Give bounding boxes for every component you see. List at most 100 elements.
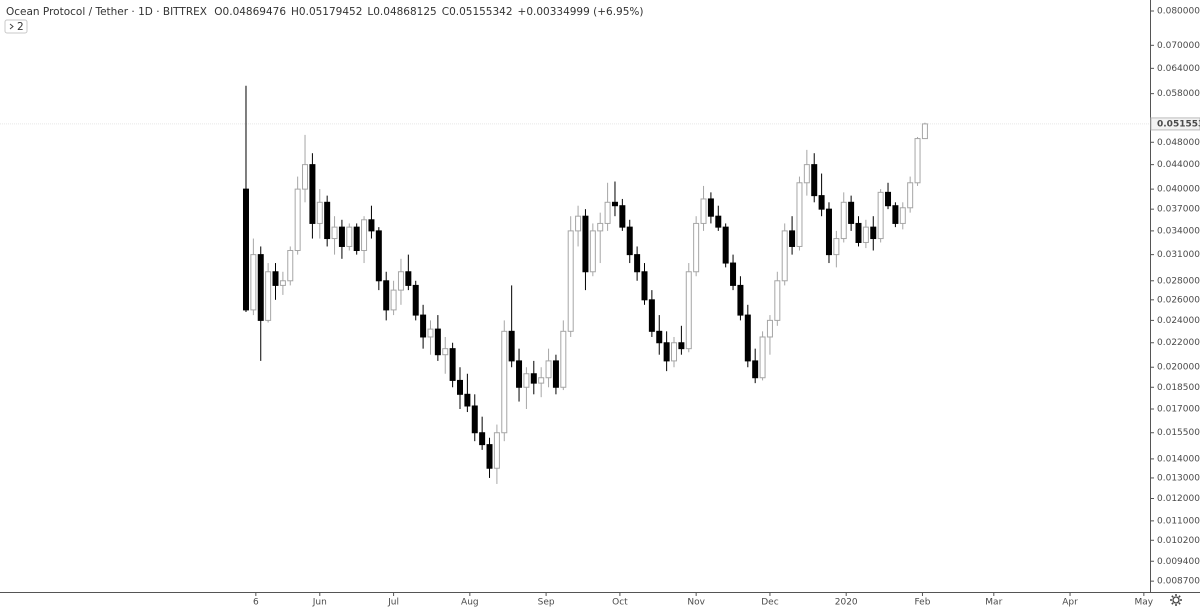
candle-body xyxy=(700,198,707,224)
settings-button[interactable] xyxy=(1170,594,1182,606)
y-tick-label: 0.02800000 xyxy=(1157,276,1200,286)
candle xyxy=(693,216,700,277)
candle-body xyxy=(870,226,877,240)
y-tick-label: 0.04800000 xyxy=(1157,138,1200,148)
ohlc-key: O xyxy=(214,6,222,18)
candle xyxy=(324,195,331,247)
candle-body xyxy=(294,188,301,252)
candle xyxy=(420,304,427,349)
candle-body xyxy=(737,284,744,316)
x-tick-label: 2020 xyxy=(835,598,858,608)
y-tick-label: 0.01400000 xyxy=(1157,454,1200,464)
last-price-label: 0.05155342 xyxy=(1157,119,1200,129)
candle xyxy=(759,331,766,381)
candle-body xyxy=(907,182,914,209)
candle xyxy=(781,223,788,286)
y-tick-label: 0.02200000 xyxy=(1157,338,1200,348)
candle xyxy=(700,185,707,231)
candle xyxy=(457,367,463,409)
x-tick-label: Oct xyxy=(612,598,628,608)
candle-body xyxy=(567,230,574,332)
candle xyxy=(722,223,729,268)
candle-body xyxy=(626,226,633,256)
y-tick-label: 0.05800000 xyxy=(1157,89,1200,99)
candle-body xyxy=(619,205,626,228)
candle xyxy=(833,230,840,268)
candle-body xyxy=(523,373,530,388)
candle xyxy=(715,205,722,231)
candle xyxy=(242,85,249,312)
candle xyxy=(427,320,434,355)
candle xyxy=(811,153,818,203)
candle xyxy=(862,219,869,249)
candle-body xyxy=(538,377,545,384)
candle-body xyxy=(545,360,552,379)
y-tick-label: 0.01550000 xyxy=(1157,428,1200,438)
candle-body xyxy=(582,215,589,273)
candle xyxy=(412,280,419,321)
candle-body xyxy=(730,262,737,286)
x-tick-label: May xyxy=(1135,598,1154,608)
candle-body xyxy=(390,289,397,311)
candle-body xyxy=(383,280,390,311)
candle-body xyxy=(604,201,611,224)
candle-body xyxy=(715,215,722,228)
y-tick-label: 0.00940000 xyxy=(1157,557,1200,567)
candle-body xyxy=(885,191,892,207)
indicator-toggle-box[interactable] xyxy=(4,19,28,34)
candle xyxy=(803,149,810,196)
candle-body xyxy=(811,164,818,197)
last-price-box xyxy=(1150,117,1200,131)
candle xyxy=(626,219,633,264)
candle xyxy=(279,271,286,295)
candle-body xyxy=(353,226,360,252)
candle-body xyxy=(781,230,788,282)
y-tick-label: 0.04000000 xyxy=(1157,185,1200,195)
x-tick-label: Mar xyxy=(985,598,1002,608)
candle-body xyxy=(368,219,375,232)
candle-body xyxy=(265,271,272,321)
y-tick-label: 0.03400000 xyxy=(1157,226,1200,236)
candle xyxy=(442,336,449,374)
candle-body xyxy=(501,330,508,434)
candle-body xyxy=(766,319,773,338)
candle-body xyxy=(752,360,759,379)
candle-body xyxy=(914,138,921,184)
candle-body xyxy=(486,444,493,469)
candle xyxy=(877,189,884,243)
candle-body xyxy=(442,348,449,356)
candle-body xyxy=(427,328,434,338)
candle xyxy=(250,238,257,316)
y-tick-label: 0.08000000 xyxy=(1157,7,1200,17)
y-tick-label: 0.04400000 xyxy=(1157,160,1200,170)
candle xyxy=(464,373,471,413)
candle xyxy=(331,216,338,255)
candle xyxy=(752,348,759,384)
candle-body xyxy=(611,201,618,207)
candle-body xyxy=(324,201,331,240)
candle xyxy=(287,246,294,286)
candle-body xyxy=(589,230,596,273)
candle-body xyxy=(471,405,478,434)
candle xyxy=(582,209,589,291)
ohlc-key: C xyxy=(442,6,449,18)
candle xyxy=(774,271,781,326)
candle xyxy=(368,205,375,239)
y-tick-label: 0.01100000 xyxy=(1157,516,1200,526)
candle xyxy=(914,136,921,186)
x-tick-label: Nov xyxy=(687,598,705,608)
y-tick-label: 0.02000000 xyxy=(1157,363,1200,373)
candle xyxy=(597,212,604,264)
candle-body xyxy=(508,330,515,362)
candle-body xyxy=(464,393,471,407)
indicator-toggle[interactable]: 2 xyxy=(4,19,28,34)
candle xyxy=(796,176,803,251)
ohlc-value: 0.04869476 xyxy=(223,6,287,18)
candle-body xyxy=(516,360,523,388)
indicator-count: 2 xyxy=(17,21,24,33)
x-tick-label: Apr xyxy=(1062,598,1078,608)
candle-body xyxy=(634,254,641,273)
candle xyxy=(619,198,626,231)
